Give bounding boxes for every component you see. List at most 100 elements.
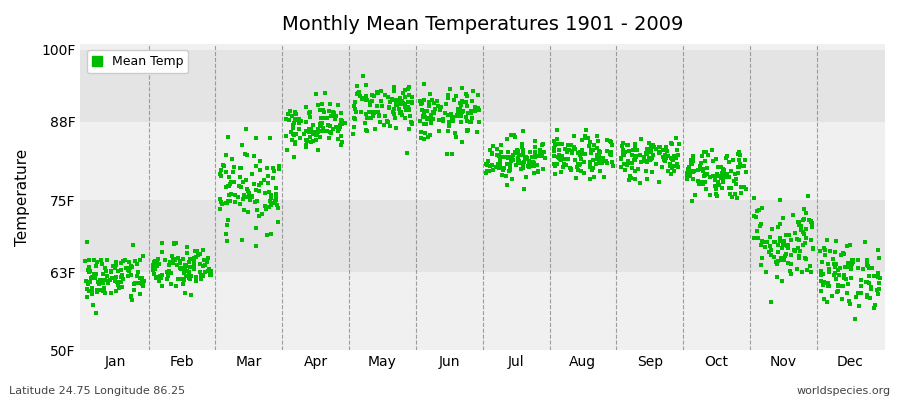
- Point: [313, 128, 328, 134]
- Point: [150, 275, 165, 282]
- Point: [814, 269, 828, 275]
- Point: [773, 220, 788, 227]
- Point: [503, 158, 517, 164]
- Point: [463, 119, 477, 125]
- Point: [698, 173, 712, 179]
- Point: [495, 172, 509, 178]
- Point: [871, 255, 886, 261]
- Point: [104, 268, 118, 274]
- Point: [750, 208, 764, 215]
- Point: [215, 201, 230, 208]
- Point: [781, 232, 796, 238]
- Point: [797, 240, 812, 247]
- Point: [710, 178, 724, 185]
- Point: [583, 176, 598, 182]
- Point: [195, 272, 210, 278]
- Point: [663, 161, 678, 167]
- Point: [321, 135, 336, 141]
- Point: [806, 246, 821, 252]
- Point: [370, 109, 384, 116]
- Point: [860, 259, 874, 266]
- Point: [649, 161, 663, 167]
- Point: [817, 246, 832, 253]
- Point: [177, 262, 192, 268]
- Point: [779, 243, 794, 249]
- Point: [83, 268, 97, 274]
- Point: [420, 115, 435, 122]
- Point: [570, 164, 584, 170]
- Point: [644, 154, 659, 161]
- Point: [179, 262, 194, 269]
- Point: [622, 148, 636, 154]
- Point: [453, 100, 467, 106]
- Point: [814, 268, 828, 274]
- Point: [681, 165, 696, 172]
- Point: [828, 270, 842, 276]
- Point: [460, 93, 474, 100]
- Point: [577, 170, 591, 176]
- Point: [683, 172, 698, 178]
- Point: [789, 236, 804, 242]
- Point: [860, 293, 874, 299]
- Point: [350, 82, 365, 89]
- Point: [332, 126, 347, 132]
- Point: [715, 170, 729, 176]
- Point: [617, 149, 632, 155]
- Point: [527, 162, 542, 169]
- Point: [758, 244, 772, 250]
- Point: [664, 154, 679, 161]
- Point: [449, 134, 464, 140]
- Point: [424, 120, 438, 126]
- Point: [175, 276, 189, 282]
- Point: [790, 244, 805, 251]
- Point: [752, 206, 766, 213]
- Point: [201, 268, 215, 274]
- Point: [219, 231, 233, 238]
- Point: [502, 162, 517, 169]
- Point: [249, 163, 264, 169]
- Point: [686, 168, 700, 175]
- Point: [599, 137, 614, 143]
- Point: [562, 147, 576, 154]
- Point: [750, 228, 764, 234]
- Point: [87, 272, 102, 278]
- Point: [100, 256, 114, 263]
- Point: [125, 297, 140, 303]
- Point: [220, 222, 234, 228]
- Point: [520, 154, 535, 161]
- Point: [85, 291, 99, 297]
- Point: [460, 128, 474, 134]
- Bar: [80, 122, 885, 200]
- Point: [418, 114, 433, 120]
- Point: [638, 158, 652, 164]
- Point: [718, 155, 733, 161]
- Point: [579, 127, 593, 133]
- Point: [592, 148, 607, 154]
- Point: [711, 172, 725, 179]
- Point: [189, 278, 203, 284]
- Point: [368, 126, 382, 133]
- Point: [796, 229, 810, 235]
- Point: [397, 100, 411, 107]
- Point: [400, 99, 415, 106]
- Point: [777, 238, 791, 244]
- Point: [792, 248, 806, 254]
- Point: [665, 141, 680, 147]
- Point: [392, 97, 406, 103]
- Point: [625, 165, 639, 172]
- Point: [86, 302, 101, 308]
- Point: [581, 143, 596, 150]
- Point: [382, 105, 396, 112]
- Point: [554, 152, 569, 159]
- Point: [370, 89, 384, 95]
- Point: [196, 273, 211, 280]
- Point: [590, 145, 605, 151]
- Point: [822, 266, 836, 272]
- Point: [328, 124, 343, 130]
- Point: [707, 177, 722, 184]
- Point: [330, 128, 345, 135]
- Point: [446, 114, 461, 120]
- Point: [714, 164, 728, 170]
- Point: [269, 193, 284, 199]
- Point: [720, 153, 734, 160]
